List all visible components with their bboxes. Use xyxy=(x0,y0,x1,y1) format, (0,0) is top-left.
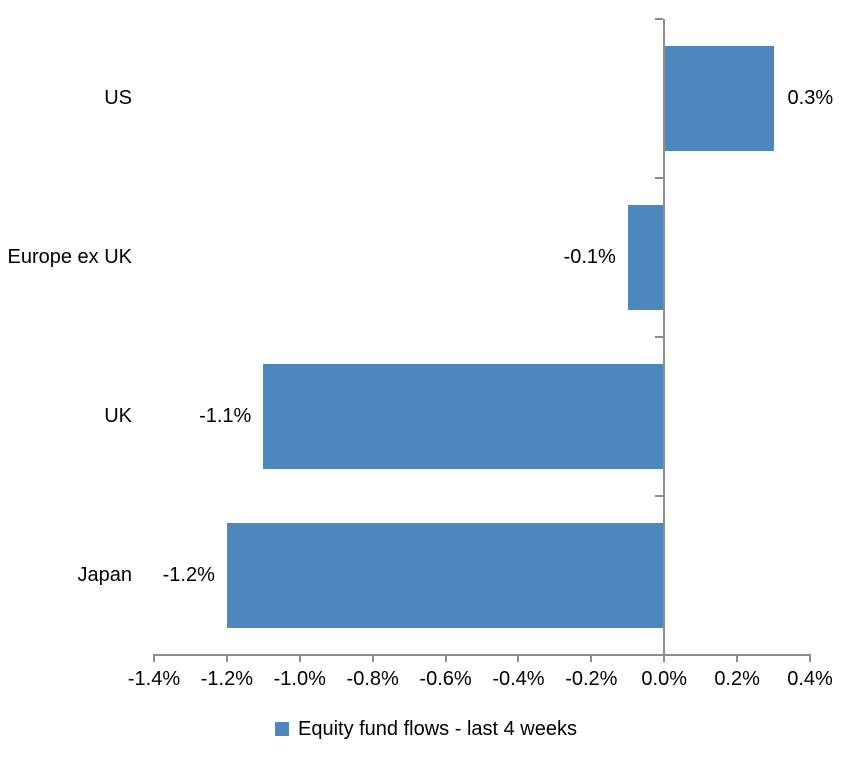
legend-label: Equity fund flows - last 4 weeks xyxy=(297,717,577,740)
category-axis-tick xyxy=(655,177,664,179)
bar xyxy=(664,46,774,151)
category-label: UK xyxy=(104,405,132,427)
value-label: -0.1% xyxy=(563,246,616,268)
x-tick-label: -0.2% xyxy=(565,668,618,690)
x-tick-label: -1.0% xyxy=(273,668,326,690)
value-label: 0.3% xyxy=(787,87,834,109)
category-label: US xyxy=(104,87,132,109)
category-axis-tick xyxy=(655,495,664,497)
value-axis-tick xyxy=(298,656,301,662)
value-axis-tick xyxy=(809,656,811,662)
category-label: Japan xyxy=(77,564,133,586)
category-axis-tick xyxy=(655,18,664,20)
category-label: Europe ex UK xyxy=(7,246,132,268)
category-axis-line xyxy=(663,19,666,655)
x-tick-label: -1.2% xyxy=(200,668,253,690)
x-tick-label: -1.4% xyxy=(127,668,181,690)
x-tick-label: 0.4% xyxy=(787,668,833,690)
value-label: -1.1% xyxy=(199,405,252,427)
x-tick-label: 0.2% xyxy=(714,668,760,690)
value-axis-tick xyxy=(517,656,520,662)
value-axis-tick xyxy=(153,656,155,662)
x-tick-label: -0.8% xyxy=(346,668,399,690)
value-axis-tick xyxy=(371,656,374,662)
value-axis-line xyxy=(153,654,811,656)
value-axis-tick xyxy=(736,656,739,662)
category-axis-tick xyxy=(655,336,664,338)
bar xyxy=(263,364,665,469)
x-tick-label: -0.4% xyxy=(492,668,545,690)
value-axis-tick xyxy=(663,656,666,662)
legend: Equity fund flows - last 4 weeks xyxy=(0,712,852,746)
value-axis-tick xyxy=(590,656,593,662)
x-tick-label: 0.0% xyxy=(641,668,688,690)
value-label: -1.2% xyxy=(162,564,215,586)
value-axis-tick xyxy=(225,656,228,662)
legend-color-swatch xyxy=(274,722,289,736)
bar xyxy=(627,205,665,310)
x-tick-label: -0.6% xyxy=(419,668,472,690)
value-axis-tick xyxy=(444,656,447,662)
bar xyxy=(226,523,665,628)
